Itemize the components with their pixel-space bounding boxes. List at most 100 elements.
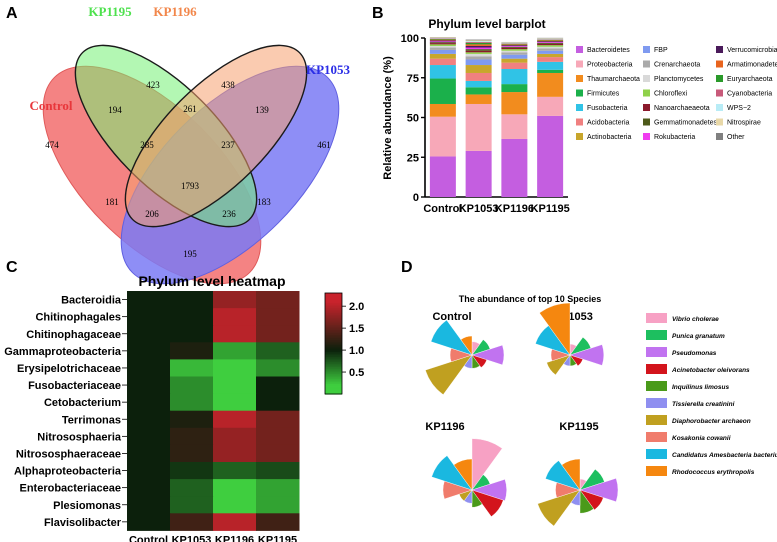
rose-group-label: KP1195 (559, 421, 598, 433)
bar-segment (537, 96, 564, 116)
bar-segment (429, 78, 456, 104)
rose-legend-swatch (646, 415, 667, 425)
bar-segment (501, 54, 528, 59)
bar-segment (537, 61, 564, 70)
rose-group-label: Control (432, 311, 471, 323)
heatmap-cell (170, 325, 214, 343)
colorbar-tick-label: 0.5 (349, 367, 364, 379)
heatmap-cell (127, 410, 171, 429)
rose-wedge (545, 460, 581, 491)
heatmap-row-label: Fusobacteriaceae (28, 380, 121, 392)
heatmap-cell (127, 496, 171, 514)
venn-count-kp1195: 423 (146, 80, 160, 90)
barplot-legend-swatch (716, 75, 723, 82)
bar-segment (537, 41, 564, 43)
heatmap-cell (256, 376, 300, 395)
heatmap-row-label: Cetobacterium (44, 397, 121, 409)
heatmap-cell (127, 393, 171, 412)
heatmap-row-label: Nitrososphaeraceae (16, 448, 121, 460)
bar-segment (465, 59, 492, 66)
bar-segment (465, 41, 492, 43)
colorbar-band (325, 362, 342, 365)
heatmap-cell (256, 427, 300, 446)
rose-legend-label: Candidatus Amesbacteria bacterium (672, 452, 777, 459)
bar-segment (465, 150, 492, 197)
bar-segment (465, 49, 492, 51)
heatmap-cell (170, 427, 214, 446)
bar-segment (465, 65, 492, 73)
bar-segment (429, 45, 456, 48)
barplot-legend-swatch (643, 75, 650, 82)
colorbar-band (325, 298, 342, 301)
rose-wedge (471, 489, 504, 517)
barplot-legend-label: Verrucomicrobia (727, 47, 777, 54)
colorbar-band (325, 303, 342, 306)
rose-legend-label: Acinetobacter oleivorans (671, 367, 750, 374)
bar-segment (501, 43, 528, 45)
heatmap-cell (170, 359, 214, 377)
colorbar-tick-label: 2.0 (349, 301, 364, 313)
colorbar-band (325, 370, 342, 373)
heatmap-cell (256, 444, 300, 463)
venn-diagram: Control KP1195 KP1196 KP1053 474 423 438… (29, 4, 351, 285)
bar-segment (501, 46, 528, 47)
rose-wedge (561, 458, 581, 491)
rose-legend-label: Vibrio cholerae (672, 316, 719, 323)
colorbar-band (325, 321, 342, 324)
heatmap-row-label: Enterobacteriaceae (20, 483, 122, 495)
heatmap-cell (256, 496, 300, 514)
venn-count-control-kp1053: 195 (183, 249, 197, 259)
heatmap-cell (170, 342, 214, 360)
barplot-legend-swatch (576, 60, 583, 68)
rose-wedge (539, 302, 571, 356)
barplot-legend-swatch (643, 60, 650, 68)
bar-segment (501, 84, 528, 93)
bar-segment (501, 50, 528, 53)
venn-ellipse-kp1196 (124, 44, 308, 228)
colorbar-band (325, 301, 342, 304)
venn-count-control: 474 (45, 140, 59, 150)
colorbar-band (325, 343, 342, 346)
heatmap-cell (213, 513, 257, 531)
heatmap-column-label: KP1195 (258, 534, 297, 542)
barplot-ytick-label: 50 (407, 113, 419, 125)
bar-segment (465, 94, 492, 104)
heatmap-colorbar: 0.5 1.0 1.5 2.0 (324, 292, 364, 395)
heatmap-cell (127, 325, 171, 343)
bar-segment (501, 52, 528, 55)
rose-legend-label: Pseudomonas (672, 350, 717, 357)
barplot-legend-swatch (716, 46, 723, 53)
heatmap-cell (127, 291, 171, 309)
colorbar-band (325, 330, 342, 333)
rose-wedge (569, 354, 584, 367)
barplot-ytick-label: 75 (407, 73, 419, 85)
rose-title: The abundance of top 10 Species (459, 294, 602, 304)
bar-segment (537, 50, 564, 54)
barplot-legend-swatch (576, 133, 583, 140)
colorbar-band (325, 372, 342, 375)
heatmap-cell (170, 496, 214, 514)
heatmap-row-label: Chitinophagaceae (26, 329, 121, 341)
colorbar-band (325, 355, 342, 358)
venn-label-kp1053: KP1053 (306, 62, 351, 77)
colorbar-band (325, 380, 342, 383)
venn-count-all: 1793 (181, 181, 200, 191)
colorbar-band (325, 368, 342, 372)
rose-wedge (579, 478, 619, 502)
heatmap-cell (213, 342, 257, 360)
heatmap-cell (170, 376, 214, 395)
bar-segment (537, 115, 564, 197)
barplot-xtick-label: KP1053 (459, 203, 499, 215)
colorbar-band (325, 341, 342, 345)
stacked-barplot: Phylum level barplot Relative abundance … (382, 17, 777, 215)
heatmap-cell (127, 513, 171, 531)
heatmap-cells (127, 291, 300, 531)
bar-segment (537, 42, 564, 44)
barplot-legend-label: WPS−2 (727, 105, 751, 112)
heatmap-cell (170, 513, 214, 531)
barplot-legend-label: Actinobacteria (587, 134, 631, 141)
heatmap-row-label: Nitrososphaeria (37, 431, 122, 443)
bar-segment (465, 80, 492, 88)
rose-wedge (579, 489, 594, 514)
